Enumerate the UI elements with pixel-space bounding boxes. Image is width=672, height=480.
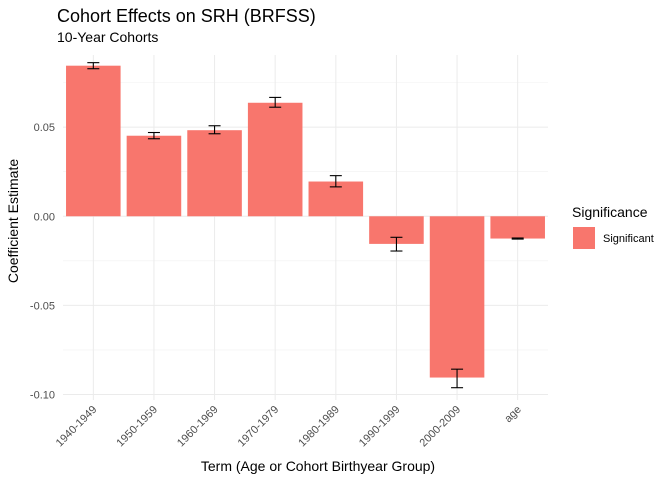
bar-1950-1959 — [126, 135, 182, 217]
y-tick-label: 0.00 — [34, 211, 55, 223]
error-bar-2000-2009 — [451, 368, 464, 389]
x-tick-label: 1990-1999 — [357, 404, 403, 450]
error-bar-1950-1959 — [147, 131, 160, 140]
error-bars — [87, 62, 524, 389]
bar-2000-2009 — [429, 216, 485, 378]
x-axis-ticks: 1940-1949 1950-1959 1960-1969 1970-1979 1980… — [54, 404, 524, 450]
x-tick-label: 1960-1969 — [175, 404, 221, 450]
y-axis-ticks: -0.10 -0.05 0.00 0.05 — [30, 122, 55, 401]
y-tick-label: -0.05 — [30, 300, 55, 312]
error-bar-1980-1989 — [329, 175, 342, 188]
error-bar-1970-1979 — [269, 96, 282, 108]
x-tick-label: 2000-2009 — [417, 404, 463, 450]
y-tick-label: -0.10 — [30, 389, 55, 401]
error-bar-1960-1969 — [208, 125, 221, 135]
x-tick-label: 1970-1979 — [236, 404, 282, 450]
bar-1970-1979 — [247, 102, 303, 217]
x-tick-label: 1940-1949 — [54, 404, 100, 450]
error-bar-age — [511, 237, 524, 240]
error-bar-1940-1949 — [87, 62, 100, 70]
bar-1960-1969 — [187, 130, 242, 217]
x-axis-title: Term (Age or Cohort Birthyear Group) — [201, 458, 435, 474]
x-tick-label: age — [502, 404, 523, 425]
y-tick-label: 0.05 — [34, 122, 55, 134]
bar-age — [490, 216, 545, 239]
chart-title: Cohort Effects on SRH (BRFSS) — [57, 6, 316, 26]
legend-label-significant: Significant — [603, 233, 654, 245]
legend-title: Significance — [572, 204, 648, 220]
x-tick-label: 1950-1959 — [114, 404, 160, 450]
legend-key-significant — [573, 227, 595, 249]
bar-1940-1949 — [66, 65, 121, 217]
bars — [66, 65, 545, 378]
x-tick-label: 1980-1989 — [296, 404, 342, 450]
legend: Significance Significant — [572, 204, 654, 249]
chart-subtitle: 10-Year Cohorts — [57, 29, 158, 45]
error-bar-1990-1999 — [390, 236, 403, 252]
y-axis-title: Coefficient Estimate — [5, 159, 21, 283]
